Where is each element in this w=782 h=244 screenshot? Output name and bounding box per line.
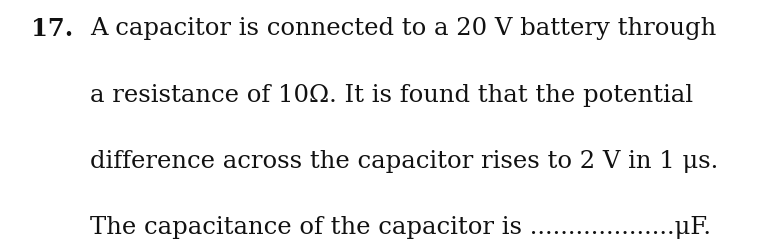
Text: A capacitor is connected to a 20 V battery through: A capacitor is connected to a 20 V batte… [90,17,716,40]
Text: a resistance of 10Ω. It is found that the potential: a resistance of 10Ω. It is found that th… [90,84,693,107]
Text: difference across the capacitor rises to 2 V in 1 μs.: difference across the capacitor rises to… [90,150,718,173]
Text: 17.: 17. [31,17,74,41]
Text: The capacitance of the capacitor is ...................μF.: The capacitance of the capacitor is ....… [90,216,711,239]
